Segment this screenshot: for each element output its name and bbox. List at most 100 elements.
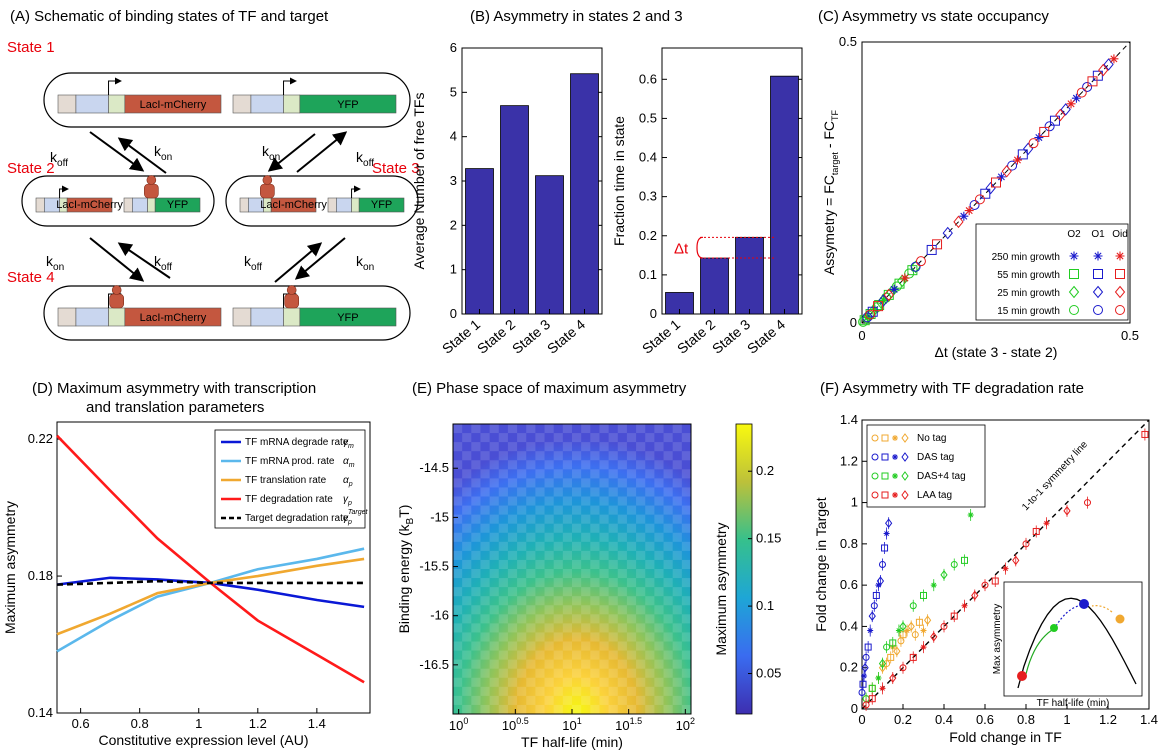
state3-plasmid-terminator-2 <box>327 197 337 213</box>
e-cell-13-23 <box>572 632 582 642</box>
e-cell-1-17 <box>462 578 472 588</box>
c-legend-marker-2-1 <box>1092 285 1104 299</box>
e-cell-25-15 <box>681 559 691 569</box>
e-cell-2-12 <box>471 532 481 542</box>
e-cell-9-25 <box>535 650 545 660</box>
e-cell-0-2 <box>453 442 463 452</box>
c-point-O1-15 <box>1034 133 1044 143</box>
e-cell-1-7 <box>462 487 472 497</box>
f-point-1-9 <box>872 591 880 599</box>
e-cell-5-15 <box>498 559 508 569</box>
f-symmetry-label: 1-to-1 symmetry line <box>1020 439 1090 513</box>
e-cell-16-8 <box>599 496 609 506</box>
e-cell-24-22 <box>672 623 682 633</box>
bar-chart-0-xlabel-2: State 3 <box>509 316 553 357</box>
e-cell-3-7 <box>480 487 490 497</box>
e-cell-17-19 <box>608 596 618 606</box>
f-legend-marker-2-2 <box>892 473 898 479</box>
f-point-2-4 <box>883 643 891 651</box>
e-cell-21-21 <box>645 614 655 624</box>
state4-plasmid-terminator-1 <box>57 307 77 327</box>
e-cell-6-16 <box>507 569 518 579</box>
e-heatmap-grid <box>453 424 691 714</box>
e-cell-25-19 <box>681 596 691 606</box>
d-series-line-4 <box>56 579 365 586</box>
e-cell-16-14 <box>599 550 609 560</box>
c-point-Oid-2 <box>883 288 894 302</box>
e-cell-7-27 <box>517 668 527 678</box>
e-cell-3-9 <box>480 505 490 515</box>
e-cell-7-15 <box>517 559 527 569</box>
e-cell-21-13 <box>645 541 655 551</box>
e-cell-6-18 <box>507 587 518 597</box>
e-cell-16-10 <box>599 514 609 524</box>
e-cell-8-28 <box>526 677 536 687</box>
bar-chart-1-xlabel-3: State 4 <box>744 316 788 357</box>
f-point-2-1 <box>868 684 876 692</box>
e-cell-1-25 <box>462 650 472 660</box>
state4-plasmid-gene-2 <box>299 307 397 327</box>
f-point-0-12 <box>911 631 919 639</box>
f-ytick-3: 0.6 <box>840 577 858 592</box>
e-cell-7-29 <box>517 686 527 696</box>
f-point-2-10 <box>930 582 937 589</box>
e-cell-23-25 <box>663 650 673 660</box>
e-cell-2-30 <box>471 695 481 705</box>
e-cell-8-0 <box>526 424 536 434</box>
e-cell-17-5 <box>608 469 618 479</box>
f-legend-marker-0-0 <box>871 434 879 442</box>
e-cell-5-19 <box>498 596 508 606</box>
e-ctick-0: 0.05 <box>756 666 781 681</box>
e-cell-18-6 <box>617 478 627 488</box>
e-cell-25-9 <box>681 505 691 515</box>
f-point-3-10 <box>961 602 968 609</box>
panel-d-title-line1: (D) Maximum asymmetry with transcription <box>32 380 316 397</box>
e-cell-0-26 <box>453 659 463 669</box>
e-ytick-3: -16 <box>430 608 449 623</box>
c-point-Oid-10 <box>1001 164 1012 178</box>
c-point-O1-21 <box>1092 70 1103 81</box>
d-xlabel: Constitutive expression level (AU) <box>98 732 308 748</box>
e-cell-20-2 <box>636 442 646 452</box>
f-point-3-16 <box>1022 540 1030 548</box>
e-cell-15-21 <box>590 614 600 624</box>
e-cell-8-26 <box>526 659 536 669</box>
e-cell-3-11 <box>480 523 490 533</box>
c-point-O1-7 <box>959 211 969 221</box>
e-cell-15-9 <box>590 505 600 515</box>
bar-chart-1-ytick-label-6: 0.6 <box>639 71 657 86</box>
state3-plasmid-gene-1 <box>270 197 317 213</box>
e-cell-7-3 <box>517 451 527 461</box>
e-cell-7-25 <box>517 650 527 660</box>
state2-plasmid-operator-2 <box>147 197 156 213</box>
e-cell-7-17 <box>517 578 527 588</box>
e-cell-21-31 <box>645 704 655 714</box>
e-cell-9-7 <box>535 487 545 497</box>
e-cell-21-17 <box>645 578 655 588</box>
c-point-O2-3 <box>862 312 872 322</box>
e-cell-5-25 <box>498 650 508 660</box>
e-cell-6-24 <box>507 641 518 651</box>
e-cell-14-26 <box>581 659 591 669</box>
e-cell-17-25 <box>608 650 618 660</box>
f-legend-marker-3-1 <box>881 491 889 499</box>
d-xtick-3: 1.2 <box>249 716 267 731</box>
e-cell-11-15 <box>553 559 563 569</box>
c-point-O1-4 <box>910 261 921 272</box>
f-point-0-5 <box>887 653 895 661</box>
e-cell-22-16 <box>654 569 664 579</box>
arrow-s2-to-s1 <box>117 137 167 174</box>
d-ytick-0: 0.14 <box>28 705 53 720</box>
e-cell-20-6 <box>636 478 646 488</box>
e-cell-22-10 <box>654 514 664 524</box>
e-cell-1-11 <box>462 523 472 533</box>
f-xtick-7: 1.4 <box>1140 712 1158 727</box>
state1-label: State 1 <box>7 39 55 56</box>
e-cell-9-27 <box>535 668 545 678</box>
f-point-3-11 <box>971 590 979 601</box>
f-point-3-0 <box>862 701 870 709</box>
rate-kon-1: kon <box>154 143 172 163</box>
e-cell-14-6 <box>581 478 591 488</box>
e-cell-14-12 <box>581 532 591 542</box>
